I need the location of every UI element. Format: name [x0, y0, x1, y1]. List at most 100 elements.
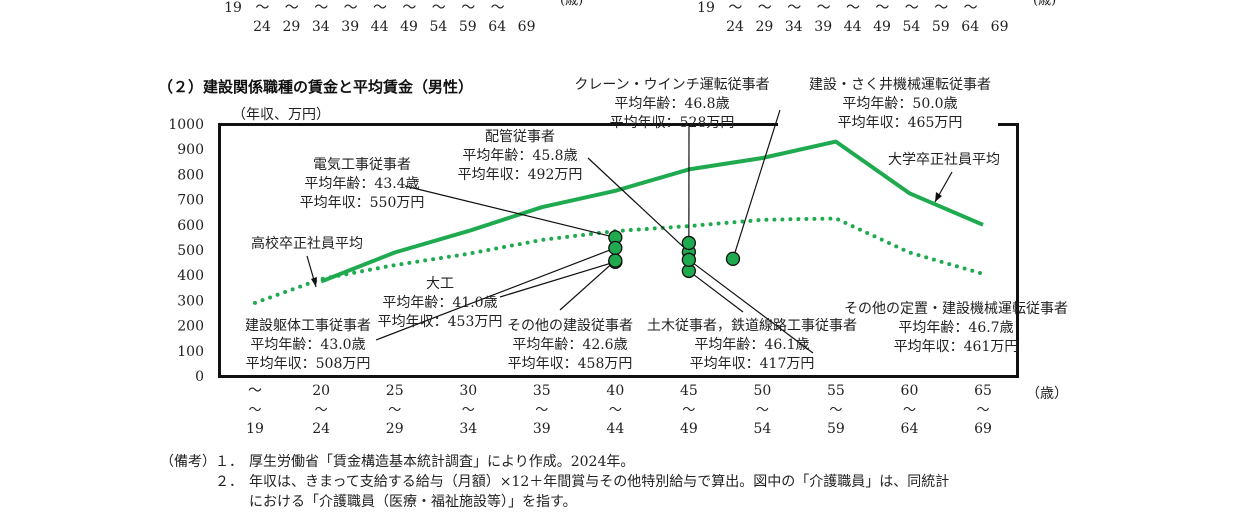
occupation-name: 配管従事者 [485, 129, 555, 145]
chart-title: （２）建設関係職種の賃金と平均賃金（男性） [158, 78, 473, 96]
x-tick-range-mark: 〜 [388, 403, 401, 418]
prev-axis-bottom-label: 29 [282, 19, 300, 35]
occupation-name: クレーン・ウインチ運転従事者 [574, 77, 769, 93]
x-tick-range-mark: 〜 [462, 403, 475, 418]
x-tick-label-top: 〜 [248, 383, 262, 399]
occupation-average-age: 平均年齢：41.0歳 [382, 295, 497, 311]
occupation-name: 電気工事従事者 [313, 157, 411, 173]
x-tick-range-mark: 〜 [756, 403, 769, 418]
y-tick-label: 900 [177, 142, 204, 158]
occupation-markers [608, 230, 741, 279]
prev-axis-bottom-label: 69 [518, 19, 536, 35]
leader-line [587, 157, 690, 253]
occupation-average-age: 平均年齢：46.7歳 [898, 320, 1013, 336]
occupation-name: 建設・さく井機械運転従事者 [809, 77, 991, 93]
occupation-average-age: 平均年齢：42.6歳 [512, 337, 627, 353]
x-tick-label-top: 25 [386, 383, 404, 399]
x-tick-label-top: 20 [312, 383, 330, 399]
note-text-1: 厚生労働省「賃金構造基本統計調査」により作成。2024年。 [249, 454, 635, 470]
prev-axis-top-label: 〜 [432, 0, 446, 16]
prev-axis-top-label: 〜 [875, 0, 889, 16]
prev-axis-bottom-label: 54 [902, 19, 920, 35]
prev-axis-bottom-label: 59 [932, 19, 950, 35]
high-school-grad-average-label: 高校卒正社員平均 [251, 235, 363, 252]
x-tick-range-mark: 〜 [829, 403, 842, 418]
prev-axis-top-label: 〜 [402, 0, 416, 16]
prev-axis-bottom-label: 69 [991, 19, 1009, 35]
prev-axis-bottom-label: 34 [312, 19, 330, 35]
prev-axis-bottom-label: 24 [253, 19, 271, 35]
y-tick-label: 400 [177, 268, 204, 284]
occupation-name: その他の建設従事者 [507, 318, 633, 334]
occupation-average-income: 平均年収：417万円 [690, 356, 815, 372]
prev-axis-top-label: 〜 [758, 0, 772, 16]
prev-axis-top-label: 〜 [255, 0, 269, 16]
x-tick-label-bottom: 64 [901, 421, 919, 437]
prev-axis-top-label: 〜 [491, 0, 505, 16]
prev-axis-top-label: 〜 [373, 0, 387, 16]
y-axis-ticks: 0 100 200 300 400 500 600 700 800 900 1000 [168, 117, 204, 385]
occupation-marker [681, 252, 697, 267]
x-tick-label-bottom: 39 [533, 421, 551, 437]
prev-axis-bottom-label: 64 [488, 19, 506, 35]
x-tick-label-top: 50 [753, 383, 771, 399]
leader-line [688, 270, 744, 313]
note-number-1: １． [215, 454, 243, 470]
prev-axis-top-label: 19 [224, 0, 242, 16]
prev-axis-bottom-label: 59 [459, 19, 477, 35]
x-tick-range-mark: 〜 [609, 403, 622, 418]
occupation-marker [608, 240, 623, 256]
note-row-1: （備考） １． 厚生労働省「賃金構造基本統計調査」により作成。2024年。 [160, 452, 949, 472]
x-tick-range-mark: 〜 [315, 403, 328, 418]
prev-axis-top-label: 〜 [964, 0, 978, 16]
occupation-marker [608, 253, 623, 268]
previous-panel-axis-fragment: 19 〜〜〜〜〜〜〜〜〜24 29 34 39 44 49 54 59 64 69(歳) 19 〜〜〜〜… [224, 0, 1056, 35]
prev-axis-top-label: 〜 [905, 0, 919, 16]
note-text-2: 年収は、きまって支給する給与（月額）×12＋年間賞与その他特別給与で算出。図中の… [249, 474, 950, 490]
occupation-average-age: 平均年齢：43.0歳 [250, 337, 365, 353]
x-tick-label-top: 65 [974, 383, 992, 399]
occupation-average-income: 平均年収：465万円 [838, 115, 963, 131]
occupation-average-age: 平均年齢：45.8歳 [462, 148, 577, 164]
leader-line [375, 247, 616, 341]
occupation-average-age: 平均年齢：50.0歳 [842, 96, 957, 112]
prev-axis-top-label: 〜 [314, 0, 328, 16]
occupation-average-income: 平均年収：492万円 [458, 167, 583, 183]
x-tick-label-bottom: 69 [974, 421, 992, 437]
x-tick-label-bottom: 29 [386, 421, 404, 437]
occupation-average-income: 平均年収：528万円 [610, 115, 735, 131]
x-axis-ticks: 〜〜1920〜2425〜2930〜3435〜3940〜4445〜4950〜545… [246, 383, 992, 437]
x-tick-label-bottom: 34 [459, 421, 477, 437]
prev-axis-top-label: 〜 [285, 0, 299, 16]
occupation-average-income: 平均年収：458万円 [508, 356, 633, 372]
prev-axis-top-label: 19 [697, 0, 715, 16]
x-tick-label-top: 60 [901, 383, 919, 399]
prev-axis-bottom-label: 44 [371, 19, 389, 35]
y-tick-label: 600 [177, 218, 204, 234]
prev-axis-top-label: 〜 [728, 0, 742, 16]
prev-axis-unit: (歳) [560, 0, 583, 8]
leader-line [499, 261, 616, 298]
occupation-marker [681, 235, 697, 251]
notes-label: （備考） [160, 454, 216, 470]
y-tick-label: 800 [177, 167, 204, 183]
x-tick-label-bottom: 19 [246, 421, 264, 437]
prev-axis-bottom-label: 39 [814, 19, 832, 35]
note-row-3: における「介護職員（医療・福祉施設等）」を指す。 [160, 492, 949, 512]
prev-axis-top-label: 〜 [934, 0, 948, 16]
leader-arrowhead [311, 277, 317, 287]
x-tick-label-bottom: 24 [312, 421, 330, 437]
occupation-average-income: 平均年収：461万円 [894, 339, 1019, 355]
prev-axis-top-label: 〜 [344, 0, 358, 16]
y-tick-label: 200 [177, 319, 204, 335]
occupation-average-income: 平均年収：453万円 [378, 314, 503, 330]
occupation-average-age: 平均年齢：43.4歳 [304, 176, 419, 192]
x-tick-range-mark: 〜 [248, 403, 261, 418]
prev-axis-bottom-label: 64 [961, 19, 979, 35]
occupation-average-age: 平均年齢：46.8歳 [614, 96, 729, 112]
x-axis-label: （歳） [1026, 386, 1068, 402]
prev-axis-top-label: 〜 [787, 0, 801, 16]
x-tick-range-mark: 〜 [903, 403, 916, 418]
y-tick-label: 700 [177, 193, 204, 209]
